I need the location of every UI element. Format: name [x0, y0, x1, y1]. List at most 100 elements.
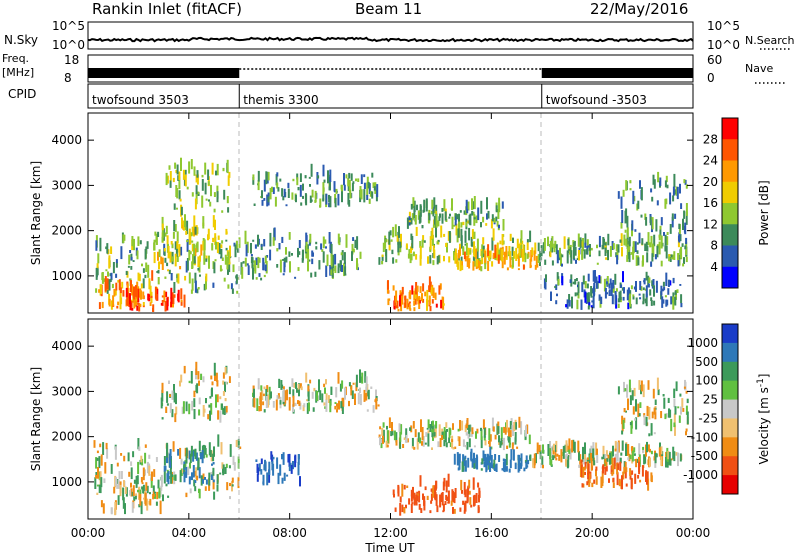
data-cell — [459, 260, 462, 272]
data-cell — [322, 194, 325, 201]
data-cell — [418, 210, 421, 216]
data-cell — [262, 474, 265, 486]
data-cell — [197, 287, 200, 290]
data-cell — [411, 446, 414, 449]
colorbar-frame — [721, 117, 739, 289]
cpid-label: CPID — [8, 87, 36, 101]
data-cell — [616, 247, 619, 260]
data-cell — [581, 483, 584, 488]
data-cell — [116, 484, 119, 489]
data-cell — [517, 253, 520, 267]
data-cell — [569, 279, 572, 283]
data-cell — [388, 231, 391, 245]
data-cell — [685, 237, 688, 245]
data-cell — [345, 234, 348, 248]
data-cell — [675, 452, 678, 456]
data-cell — [158, 261, 160, 270]
data-cell — [368, 198, 371, 204]
data-cell — [569, 448, 572, 460]
data-cell — [136, 475, 139, 485]
data-cell — [429, 424, 432, 428]
data-cell — [520, 461, 523, 467]
data-cell — [189, 476, 192, 480]
data-cell — [551, 247, 553, 253]
data-cell — [237, 438, 240, 448]
data-cell — [381, 261, 384, 265]
data-cell — [484, 439, 487, 446]
data-cell — [117, 479, 120, 489]
data-cell — [164, 232, 167, 237]
data-cell — [110, 507, 113, 515]
x-tick-label: 12:00 — [373, 526, 408, 540]
data-cell — [485, 223, 488, 226]
data-cell — [467, 220, 470, 224]
data-cell — [188, 450, 191, 460]
data-cell — [574, 246, 577, 256]
data-cell — [435, 214, 438, 228]
data-cell — [178, 244, 181, 257]
data-cell — [605, 257, 608, 260]
data-cell — [589, 244, 591, 257]
data-cell — [650, 300, 653, 306]
data-cell — [128, 471, 131, 477]
data-cell — [281, 454, 283, 460]
data-cell — [668, 254, 671, 257]
data-cell — [460, 235, 463, 249]
data-cell — [126, 297, 129, 306]
data-cell — [477, 505, 480, 514]
data-cell — [550, 446, 553, 451]
data-cell — [592, 295, 595, 309]
data-cell — [194, 272, 197, 284]
data-cell — [145, 482, 148, 491]
data-cell — [392, 489, 395, 495]
data-cell — [355, 374, 358, 388]
data-cell — [596, 262, 599, 265]
data-cell — [574, 292, 577, 297]
data-cell — [471, 229, 474, 240]
colorbar-tick-label: -100 — [691, 430, 718, 444]
data-cell — [263, 179, 266, 192]
data-cell — [682, 263, 685, 267]
data-cell — [581, 282, 584, 293]
data-cell — [491, 214, 494, 222]
data-cell — [222, 391, 225, 396]
data-cell — [642, 449, 644, 454]
data-cell — [509, 421, 512, 430]
data-cell — [656, 377, 659, 390]
data-cell — [188, 380, 191, 384]
data-cell — [402, 444, 405, 448]
data-cell — [520, 421, 523, 435]
data-cell — [399, 439, 402, 449]
data-cell — [499, 247, 502, 261]
data-cell — [213, 491, 216, 500]
data-cell — [674, 296, 677, 306]
data-cell — [157, 251, 159, 261]
data-cell — [233, 462, 236, 471]
data-cell — [197, 260, 200, 266]
data-cell — [471, 242, 474, 247]
colorbar-label: Velocity [m s-1] — [756, 374, 771, 465]
data-cell — [131, 491, 134, 497]
data-cell — [602, 237, 605, 250]
data-cell — [677, 255, 680, 267]
data-cell — [566, 299, 569, 309]
data-cell — [473, 213, 476, 226]
data-cell — [678, 415, 681, 423]
data-cell — [685, 211, 688, 225]
data-cell — [495, 249, 498, 261]
data-cell — [207, 176, 210, 187]
data-cell — [567, 238, 570, 246]
data-cell — [197, 267, 200, 271]
data-cell — [196, 170, 199, 178]
data-cell — [161, 417, 164, 420]
data-cell — [553, 243, 556, 253]
data-cell — [623, 234, 626, 246]
data-cell — [107, 271, 109, 277]
data-cell — [635, 417, 638, 430]
data-cell — [629, 293, 632, 307]
data-cell — [568, 247, 571, 251]
data-cell — [419, 204, 422, 211]
data-cell — [250, 254, 253, 257]
data-cell — [679, 453, 682, 462]
data-cell — [129, 302, 132, 311]
